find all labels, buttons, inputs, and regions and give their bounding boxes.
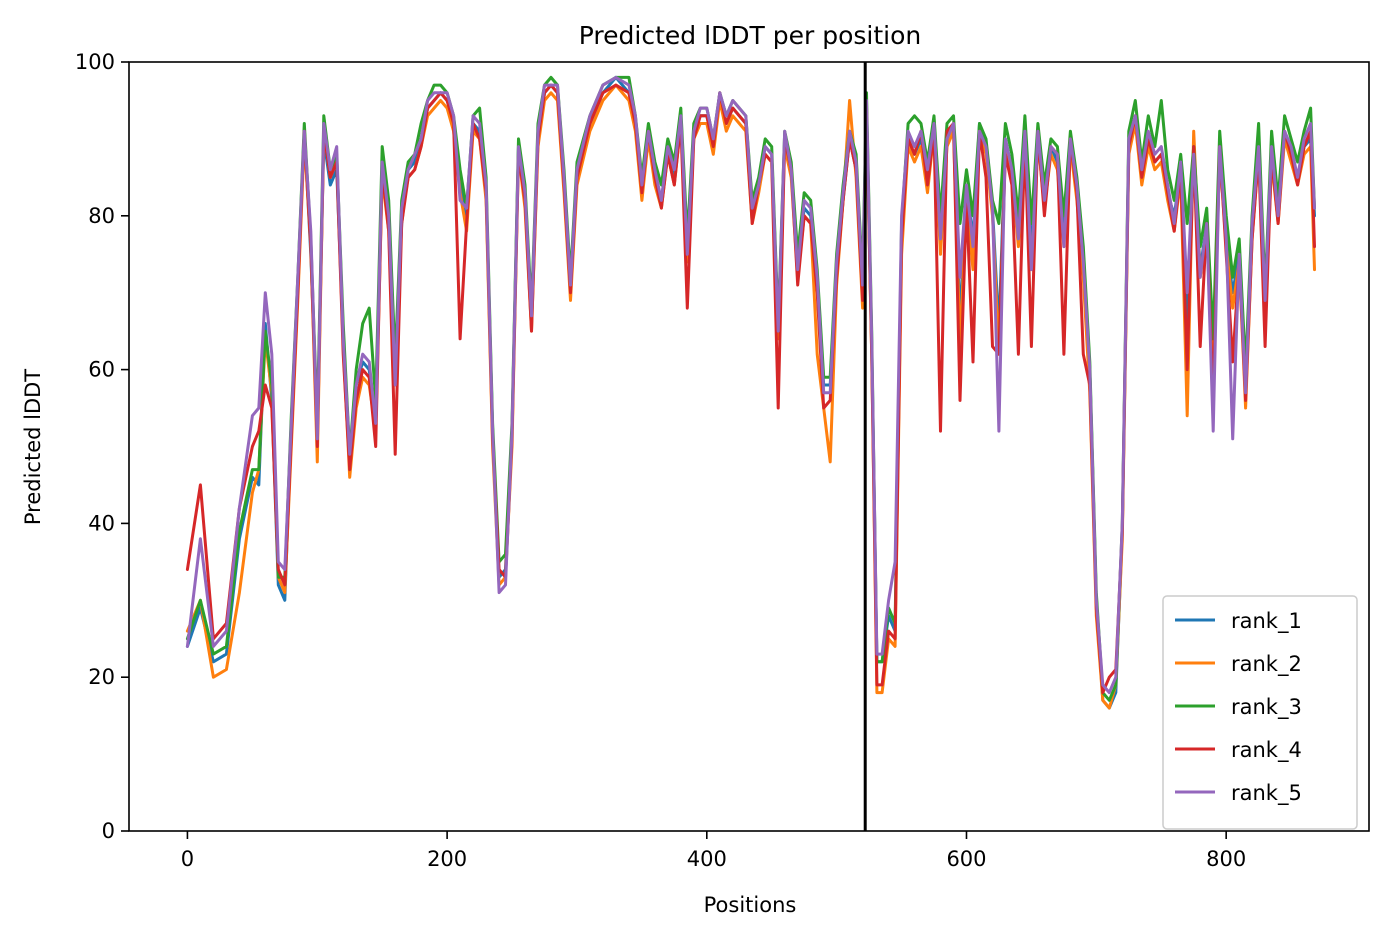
x-tick-label: 800 [1206, 847, 1246, 871]
legend-box [1162, 595, 1358, 830]
y-tick-label: 20 [88, 665, 115, 689]
legend-label-rank_3: rank_3 [1231, 695, 1302, 720]
x-tick-label: 0 [181, 847, 194, 871]
axes: 0 200 400 600 800 0 20 40 60 80 100 [75, 50, 1370, 871]
y-tick-label: 0 [102, 819, 115, 843]
legend: rank_1 rank_2 rank_3 rank_4 rank_5 [1162, 595, 1358, 830]
x-tick-label: 400 [687, 847, 727, 871]
legend-label-rank_4: rank_4 [1231, 738, 1302, 763]
series-lines [185, 75, 1316, 710]
plot-area [185, 62, 1316, 831]
y-axis-label: Predicted lDDT [21, 369, 45, 525]
chart-title: Predicted lDDT per position [579, 21, 921, 50]
y-tick-label: 60 [88, 358, 115, 382]
y-tick-label: 80 [88, 204, 115, 228]
series-line-rank_5 [185, 75, 1316, 695]
legend-label-rank_5: rank_5 [1231, 781, 1302, 806]
x-axis-label: Positions [704, 893, 797, 917]
legend-label-rank_2: rank_2 [1231, 652, 1302, 677]
x-tick-label: 600 [946, 847, 986, 871]
axes-frame [128, 61, 1370, 832]
y-tick-label: 40 [88, 511, 115, 535]
legend-label-rank_1: rank_1 [1231, 609, 1302, 634]
y-tick-label: 100 [75, 50, 115, 74]
x-tick-label: 200 [427, 847, 467, 871]
